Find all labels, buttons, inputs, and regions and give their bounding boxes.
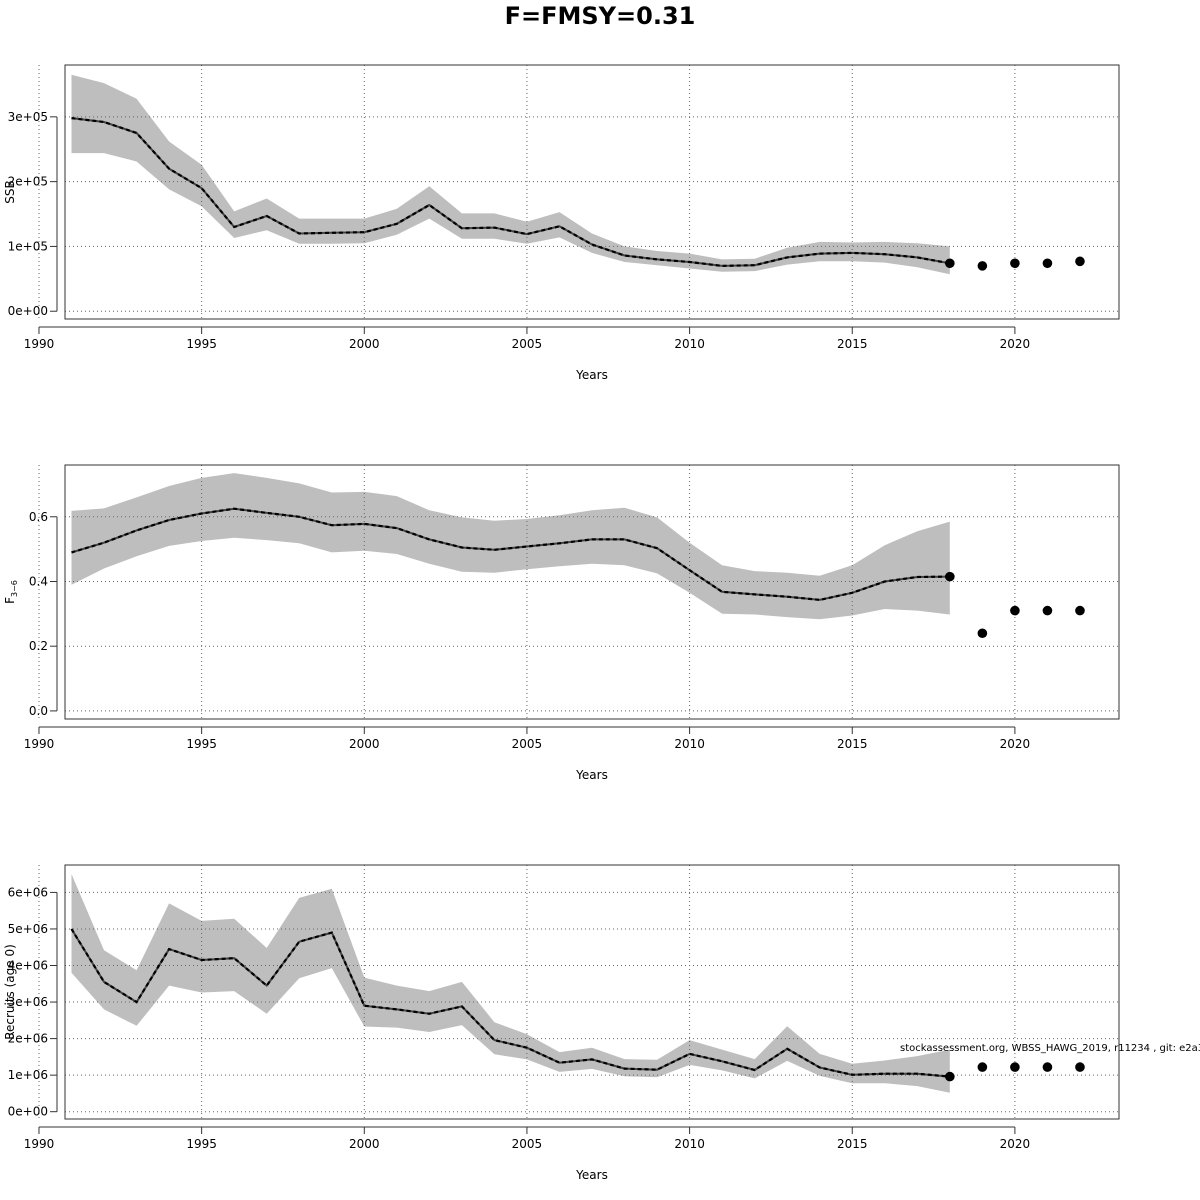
footnote-text: stockassessment.org, WBSS_HAWG_2019, r11… <box>900 1043 1200 1054</box>
y-tick-label: 1e+06 <box>8 1068 48 1082</box>
projection-point <box>1042 1062 1053 1072</box>
y-tick-label: 3e+05 <box>8 110 48 124</box>
y-tick-label: 0.6 <box>29 510 48 524</box>
x-tick-label: 1995 <box>186 1137 217 1151</box>
chart-title: F=FMSY=0.31 <box>504 2 696 30</box>
plot-frame <box>64 464 1120 720</box>
y-tick-label: 2e+06 <box>8 1032 48 1046</box>
y-tick-label: 3e+06 <box>8 995 48 1009</box>
projection-point <box>977 628 988 639</box>
projection-point <box>977 261 988 271</box>
x-tick-label: 2020 <box>1000 1137 1031 1151</box>
projection-point <box>1010 605 1020 616</box>
x-tick-label: 2000 <box>349 737 380 751</box>
x-tick-label: 2005 <box>512 1137 543 1151</box>
estimate-line-dashed <box>71 117 950 268</box>
x-tick-label: 1995 <box>186 337 217 351</box>
y-axis-title: Recruits (age 0) <box>3 944 17 1040</box>
panel-3: 1990 1995 2000 2005 2010 2015 2020 0e+00 1e+06 2e… <box>3 864 1120 1182</box>
estimate-line-dashed <box>71 507 950 602</box>
x-tick-label: 2010 <box>674 737 705 751</box>
y-axis-title: F3−6 <box>3 580 19 604</box>
y-tick-label: 0.4 <box>29 574 48 588</box>
x-tick-label: 2010 <box>674 1137 705 1151</box>
y-tick-label: 0.2 <box>29 639 48 653</box>
confidence-band <box>71 874 950 1093</box>
x-tick-label: 2000 <box>349 1137 380 1151</box>
projection-point <box>1042 258 1053 269</box>
x-tick-label: 2015 <box>837 737 868 751</box>
x-tick-label: 1995 <box>186 737 217 751</box>
y-tick-label: 0.0 <box>29 704 48 718</box>
plot-frame <box>64 864 1120 1120</box>
x-axis-title: Years <box>575 1168 608 1182</box>
projection-point <box>1075 256 1085 267</box>
projection-point <box>1075 605 1085 616</box>
x-tick-label: 2015 <box>837 337 868 351</box>
y-tick-label: 1e+05 <box>8 239 48 253</box>
confidence-band <box>71 74 950 275</box>
y-tick-label: 0e+00 <box>8 1105 48 1119</box>
estimate-line-dashed <box>70 928 950 1078</box>
panel-1: 1990 1995 2000 2005 2010 2015 2020 0e+00 1e+05 2e… <box>3 64 1120 382</box>
y-tick-label: 5e+06 <box>8 922 48 936</box>
projection-point <box>945 1071 955 1082</box>
y-tick-label: 2e+05 <box>8 175 48 189</box>
x-tick-label: 2000 <box>349 337 380 351</box>
x-tick-label: 2015 <box>837 1137 868 1151</box>
panel-2: 1990 1995 2000 2005 2010 2015 2020 0.0 0.2 0.4 0.6… <box>3 464 1120 782</box>
confidence-band <box>71 473 950 620</box>
x-tick-label: 1990 <box>24 337 55 351</box>
y-tick-label: 0e+00 <box>8 304 48 318</box>
projection-point <box>945 258 955 269</box>
projection-point <box>1075 1062 1085 1072</box>
x-tick-label: 1990 <box>24 737 55 751</box>
projection-point <box>945 571 955 582</box>
x-axis-title: Years <box>575 368 608 382</box>
projection-point <box>1010 258 1020 269</box>
x-tick-label: 1990 <box>24 1137 55 1151</box>
y-axis-title-subscript: 3−6 <box>10 580 19 597</box>
x-tick-label: 2020 <box>1000 737 1031 751</box>
x-tick-label: 2005 <box>512 737 543 751</box>
projection-point <box>1010 1062 1020 1072</box>
y-axis-title-main: F <box>3 597 17 604</box>
x-tick-label: 2010 <box>674 337 705 351</box>
projection-point <box>1042 605 1053 616</box>
y-tick-label: 4e+06 <box>8 959 48 973</box>
y-tick-label: 6e+06 <box>8 885 48 899</box>
x-tick-label: 2020 <box>1000 337 1031 351</box>
projection-point <box>977 1062 988 1072</box>
plot-frame <box>64 64 1120 320</box>
x-tick-label: 2005 <box>512 337 543 351</box>
x-axis-title: Years <box>575 768 608 782</box>
y-axis-title: SSB <box>3 180 17 203</box>
